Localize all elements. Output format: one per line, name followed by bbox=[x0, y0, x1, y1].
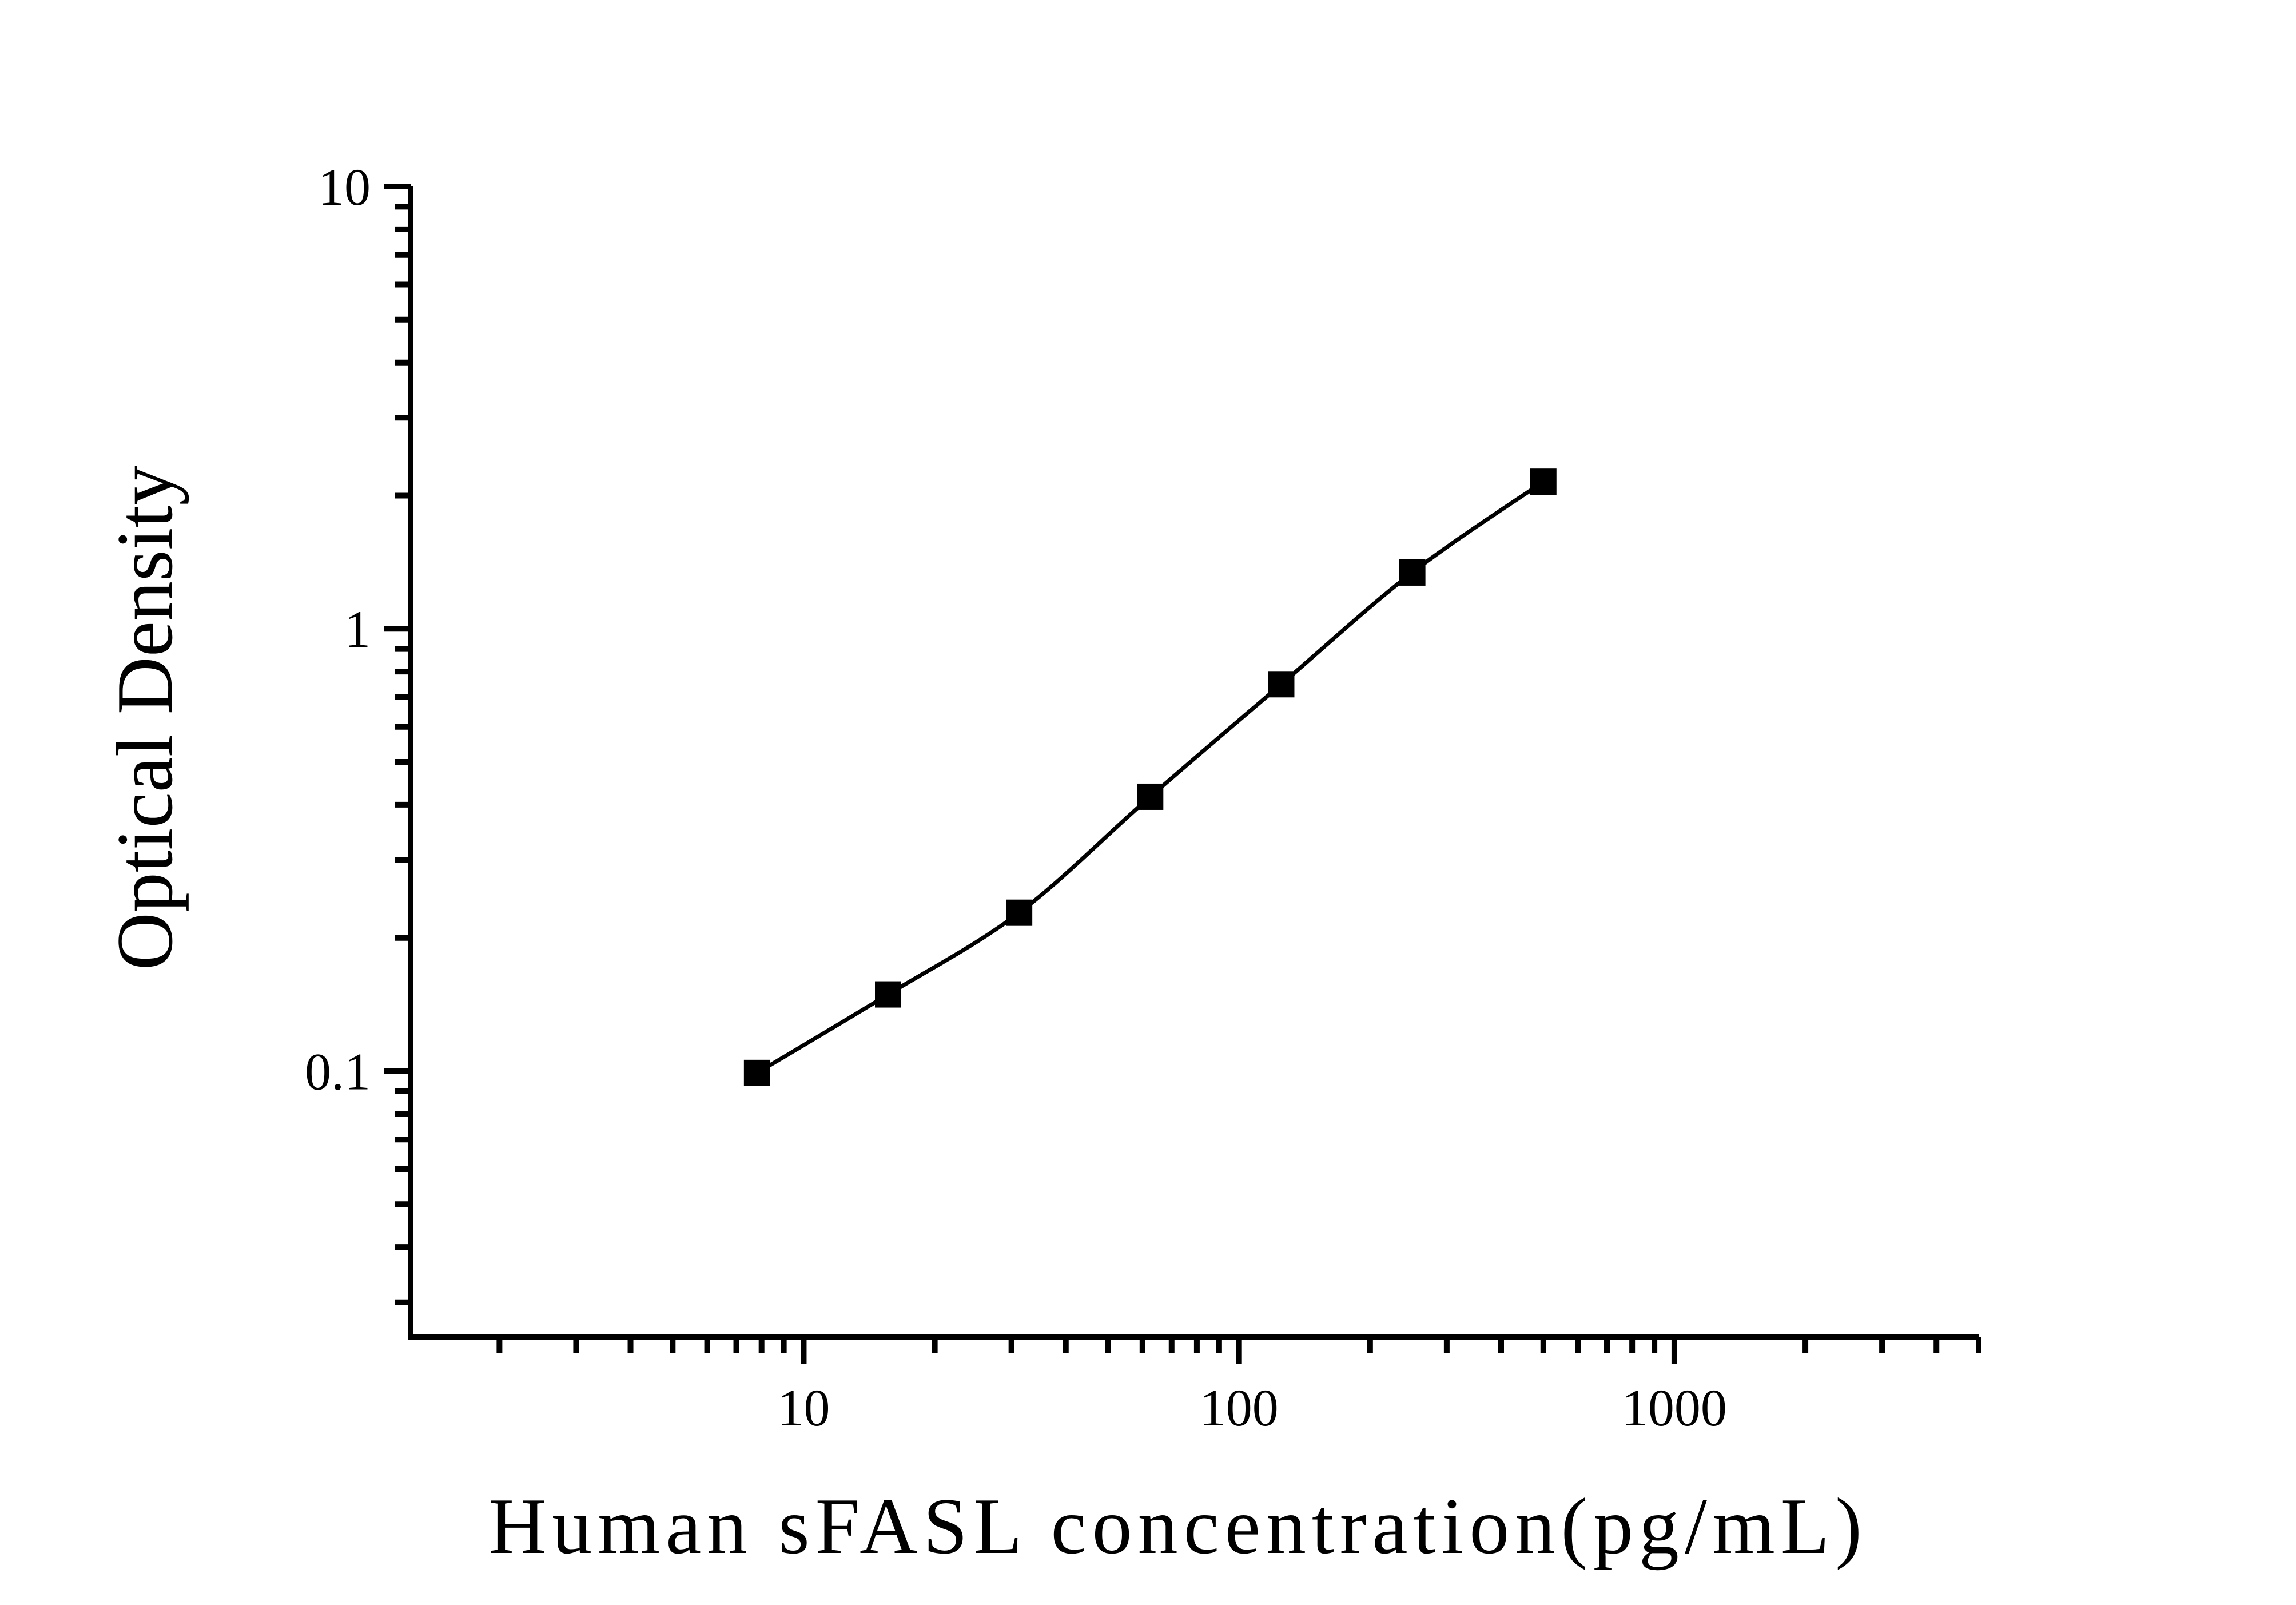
data-point-marker bbox=[1268, 671, 1295, 698]
y-tick-label: 1 bbox=[344, 600, 371, 658]
data-point-marker bbox=[743, 1059, 770, 1086]
data-point-marker bbox=[1399, 559, 1426, 586]
y-tick-label: 10 bbox=[318, 158, 371, 216]
x-tick-label: 1000 bbox=[1622, 1378, 1727, 1437]
data-point-marker bbox=[1530, 468, 1557, 495]
y-axis-title: Optical Density bbox=[101, 466, 189, 971]
data-series bbox=[743, 468, 1557, 1086]
data-point-marker bbox=[875, 981, 902, 1008]
axis-spines bbox=[408, 186, 1979, 1340]
x-tick-label: 10 bbox=[777, 1378, 830, 1437]
x-axis-title: Human sFASL concentration(pg/mL) bbox=[488, 1482, 1868, 1571]
data-point-marker bbox=[1137, 783, 1164, 810]
data-point-marker bbox=[1006, 899, 1033, 926]
x-tick-label: 100 bbox=[1200, 1378, 1279, 1437]
y-tick-label: 0.1 bbox=[305, 1042, 371, 1101]
axis-tick-labels: 10 100 1000 10 1 0.1 bbox=[305, 158, 1727, 1437]
axis-ticks bbox=[384, 184, 1981, 1364]
